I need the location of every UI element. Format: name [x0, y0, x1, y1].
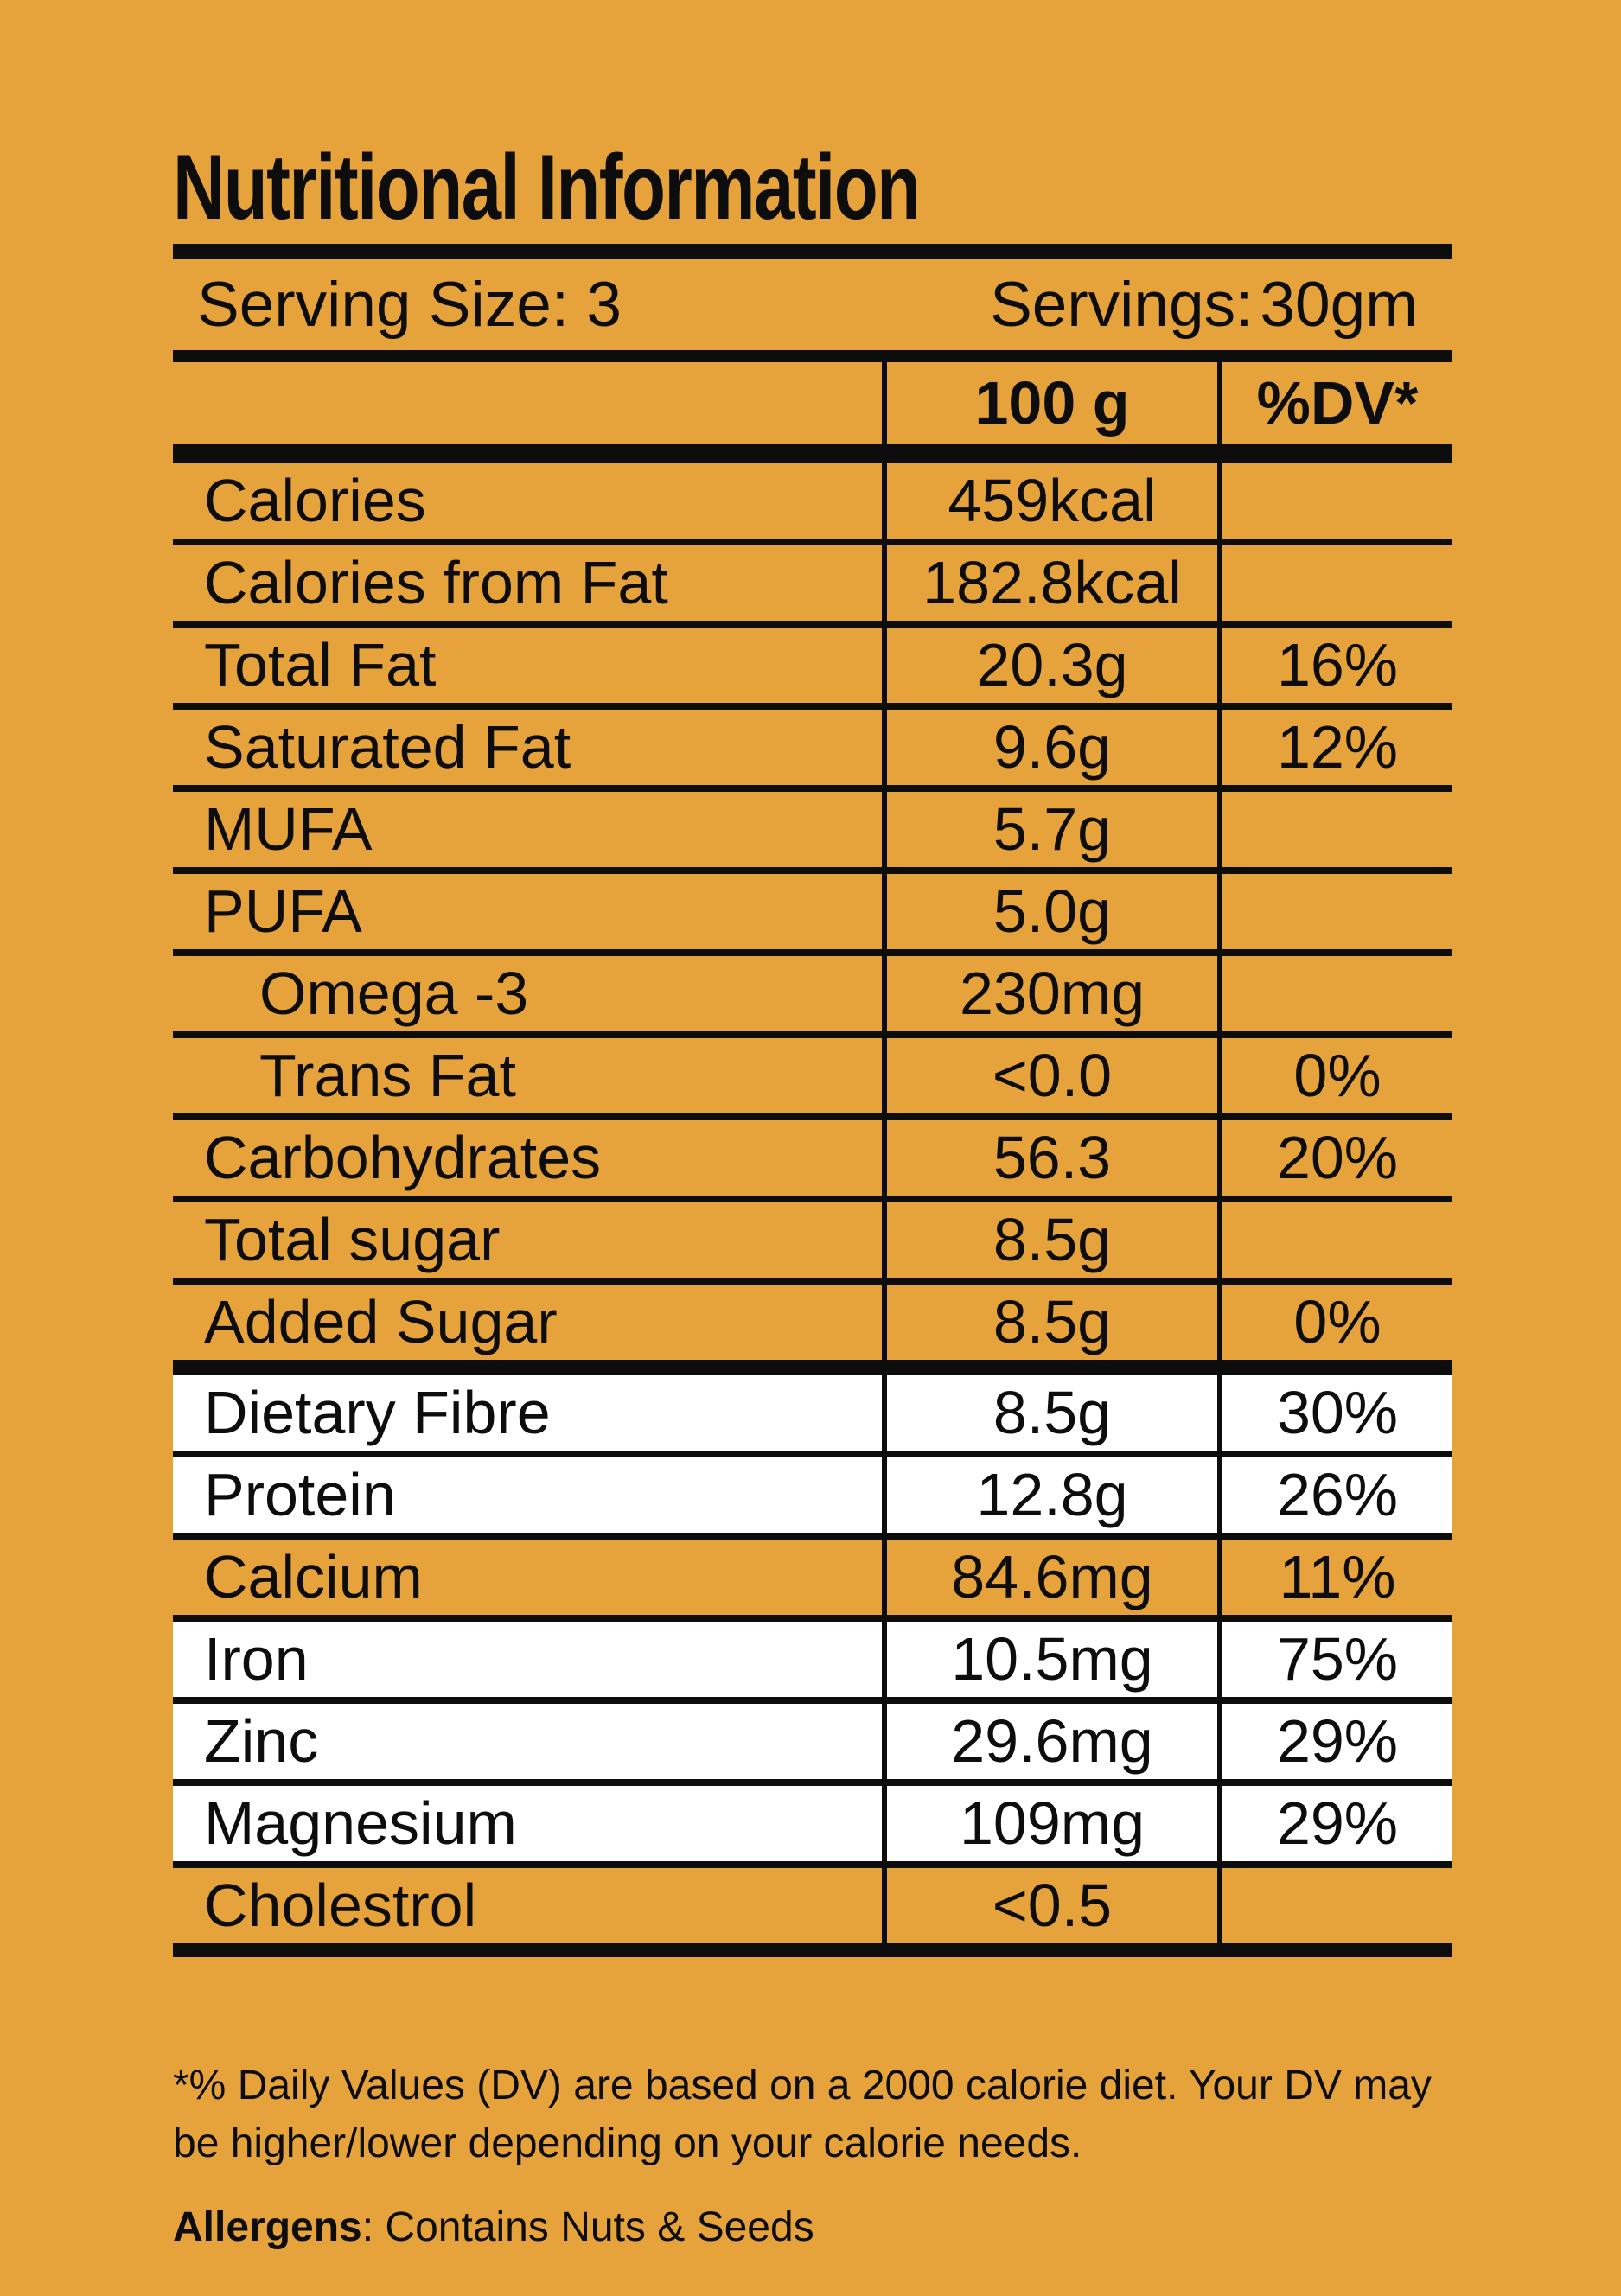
nutrient-label: Protein	[204, 1461, 396, 1529]
nutrient-dv: 16%	[1217, 627, 1452, 703]
nutrient-dv: 30%	[1217, 1374, 1452, 1451]
footnote-line-2: be higher/lower depending on your calori…	[173, 2120, 1082, 2166]
nutrient-amount: <0.5	[882, 1867, 1217, 1943]
servings-label: Servings:	[990, 269, 1254, 340]
allergens-label: Allergens	[173, 2204, 362, 2251]
title-divider	[173, 243, 1452, 259]
column-header-dv: %DV*	[1217, 361, 1452, 444]
nutrient-amount: 8.5g	[882, 1284, 1217, 1360]
allergens-note: Allergens: Contains Nuts & Seeds	[173, 2204, 1452, 2251]
nutrient-label: Total sugar	[204, 1206, 501, 1274]
nutrition-label: Nutritional Information Serving Size: 3 …	[173, 0, 1452, 2251]
nutrient-amount: 459kcal	[882, 462, 1217, 539]
table-row: Cholestrol <0.5	[173, 1867, 1452, 1957]
table-row: Magnesium 109mg 29%	[173, 1785, 1452, 1868]
column-header-nutrient	[173, 362, 882, 444]
servings-group: Servings: 30gm	[990, 269, 1418, 341]
nutrient-amount: 84.6mg	[882, 1539, 1217, 1615]
nutrient-dv: 29%	[1217, 1785, 1452, 1861]
table-row: Total sugar 8.5g	[173, 1202, 1452, 1285]
table-row: Iron 10.5mg 75%	[173, 1621, 1452, 1704]
nutrient-dv: 20%	[1217, 1119, 1452, 1196]
nutrient-dv: 12%	[1217, 709, 1452, 785]
nutrient-amount: 109mg	[882, 1785, 1217, 1861]
nutrient-dv: 11%	[1217, 1539, 1452, 1615]
nutrient-label: Calories	[204, 467, 426, 535]
header-divider	[173, 443, 1452, 463]
table-row: Zinc 29.6mg 29%	[173, 1703, 1452, 1786]
column-header-amount: 100 g	[882, 361, 1217, 444]
nutrient-label: Iron	[204, 1625, 309, 1693]
nutrient-dv	[1217, 462, 1452, 539]
table-body: Calories 459kcal Calories from Fat 182.8…	[173, 462, 1452, 1957]
nutrient-label: Added Sugar	[204, 1288, 558, 1356]
nutrient-amount: 8.5g	[882, 1374, 1217, 1451]
nutrient-label: Total Fat	[204, 631, 437, 699]
nutrient-dv	[1217, 873, 1452, 949]
nutrient-label: Zinc	[204, 1707, 319, 1776]
nutrient-amount: 5.7g	[882, 791, 1217, 867]
nutrient-amount: 29.6mg	[882, 1703, 1217, 1779]
nutrient-label: PUFA	[204, 877, 362, 946]
footnote: *% Daily Values (DV) are based on a 2000…	[173, 2057, 1452, 2172]
nutrient-label: Omega -3	[259, 960, 529, 1028]
nutrient-dv	[1217, 955, 1452, 1031]
table-row: Omega -3 230mg	[173, 955, 1452, 1038]
nutrient-label: Calcium	[204, 1543, 423, 1611]
nutrient-amount: 20.3g	[882, 627, 1217, 703]
serving-divider	[173, 349, 1452, 362]
table-row: Calcium 84.6mg 11%	[173, 1539, 1452, 1622]
nutrient-dv	[1217, 545, 1452, 621]
table-row: Calories from Fat 182.8kcal	[173, 545, 1452, 628]
nutrient-dv	[1217, 1202, 1452, 1278]
nutrient-amount: 230mg	[882, 955, 1217, 1031]
nutrient-amount: 12.8g	[882, 1457, 1217, 1533]
table-header-row: 100 g %DV*	[173, 361, 1452, 444]
table-row: Carbohydrates 56.3 20%	[173, 1119, 1452, 1202]
nutrient-label: MUFA	[204, 795, 373, 864]
table-row: PUFA 5.0g	[173, 873, 1452, 956]
nutrient-amount: 5.0g	[882, 873, 1217, 949]
nutrient-dv	[1217, 791, 1452, 867]
serving-size-text: Serving Size: 3	[197, 269, 622, 340]
table-row: Total Fat 20.3g 16%	[173, 627, 1452, 710]
footnote-line-1: *% Daily Values (DV) are based on a 2000…	[173, 2062, 1432, 2108]
nutrient-amount: 8.5g	[882, 1202, 1217, 1278]
table-row: Saturated Fat 9.6g 12%	[173, 709, 1452, 792]
table-row: Calories 459kcal	[173, 462, 1452, 545]
page-title: Nutritional Information	[173, 135, 921, 239]
allergens-text: : Contains Nuts & Seeds	[361, 2204, 814, 2251]
nutrient-amount: <0.0	[882, 1037, 1217, 1113]
nutrient-amount: 9.6g	[882, 709, 1217, 785]
table-row: Protein 12.8g 26%	[173, 1457, 1452, 1540]
table-row: MUFA 5.7g	[173, 791, 1452, 874]
nutrient-dv: 0%	[1217, 1284, 1452, 1360]
table-row: Added Sugar 8.5g 0%	[173, 1284, 1452, 1375]
serving-row: Serving Size: 3 Servings: 30gm	[173, 259, 1452, 350]
nutrient-dv: 26%	[1217, 1457, 1452, 1533]
table-row: Dietary Fibre 8.5g 30%	[173, 1374, 1452, 1457]
nutrient-dv: 29%	[1217, 1703, 1452, 1779]
nutrient-dv: 75%	[1217, 1621, 1452, 1697]
nutrient-label: Calories from Fat	[204, 549, 668, 617]
nutrient-dv: 0%	[1217, 1037, 1452, 1113]
nutrient-amount: 10.5mg	[882, 1621, 1217, 1697]
servings-value: 30gm	[1260, 269, 1418, 340]
nutrient-dv	[1217, 1867, 1452, 1943]
nutrient-amount: 182.8kcal	[882, 545, 1217, 621]
nutrient-label: Saturated Fat	[204, 713, 571, 781]
nutrient-label: Cholestrol	[204, 1872, 477, 1940]
nutrient-amount: 56.3	[882, 1119, 1217, 1196]
nutrient-label: Trans Fat	[259, 1042, 516, 1110]
table-row: Trans Fat <0.0 0%	[173, 1037, 1452, 1120]
nutrient-label: Magnesium	[204, 1789, 517, 1858]
nutrient-label: Carbohydrates	[204, 1124, 602, 1192]
nutrient-label: Dietary Fibre	[204, 1379, 551, 1447]
